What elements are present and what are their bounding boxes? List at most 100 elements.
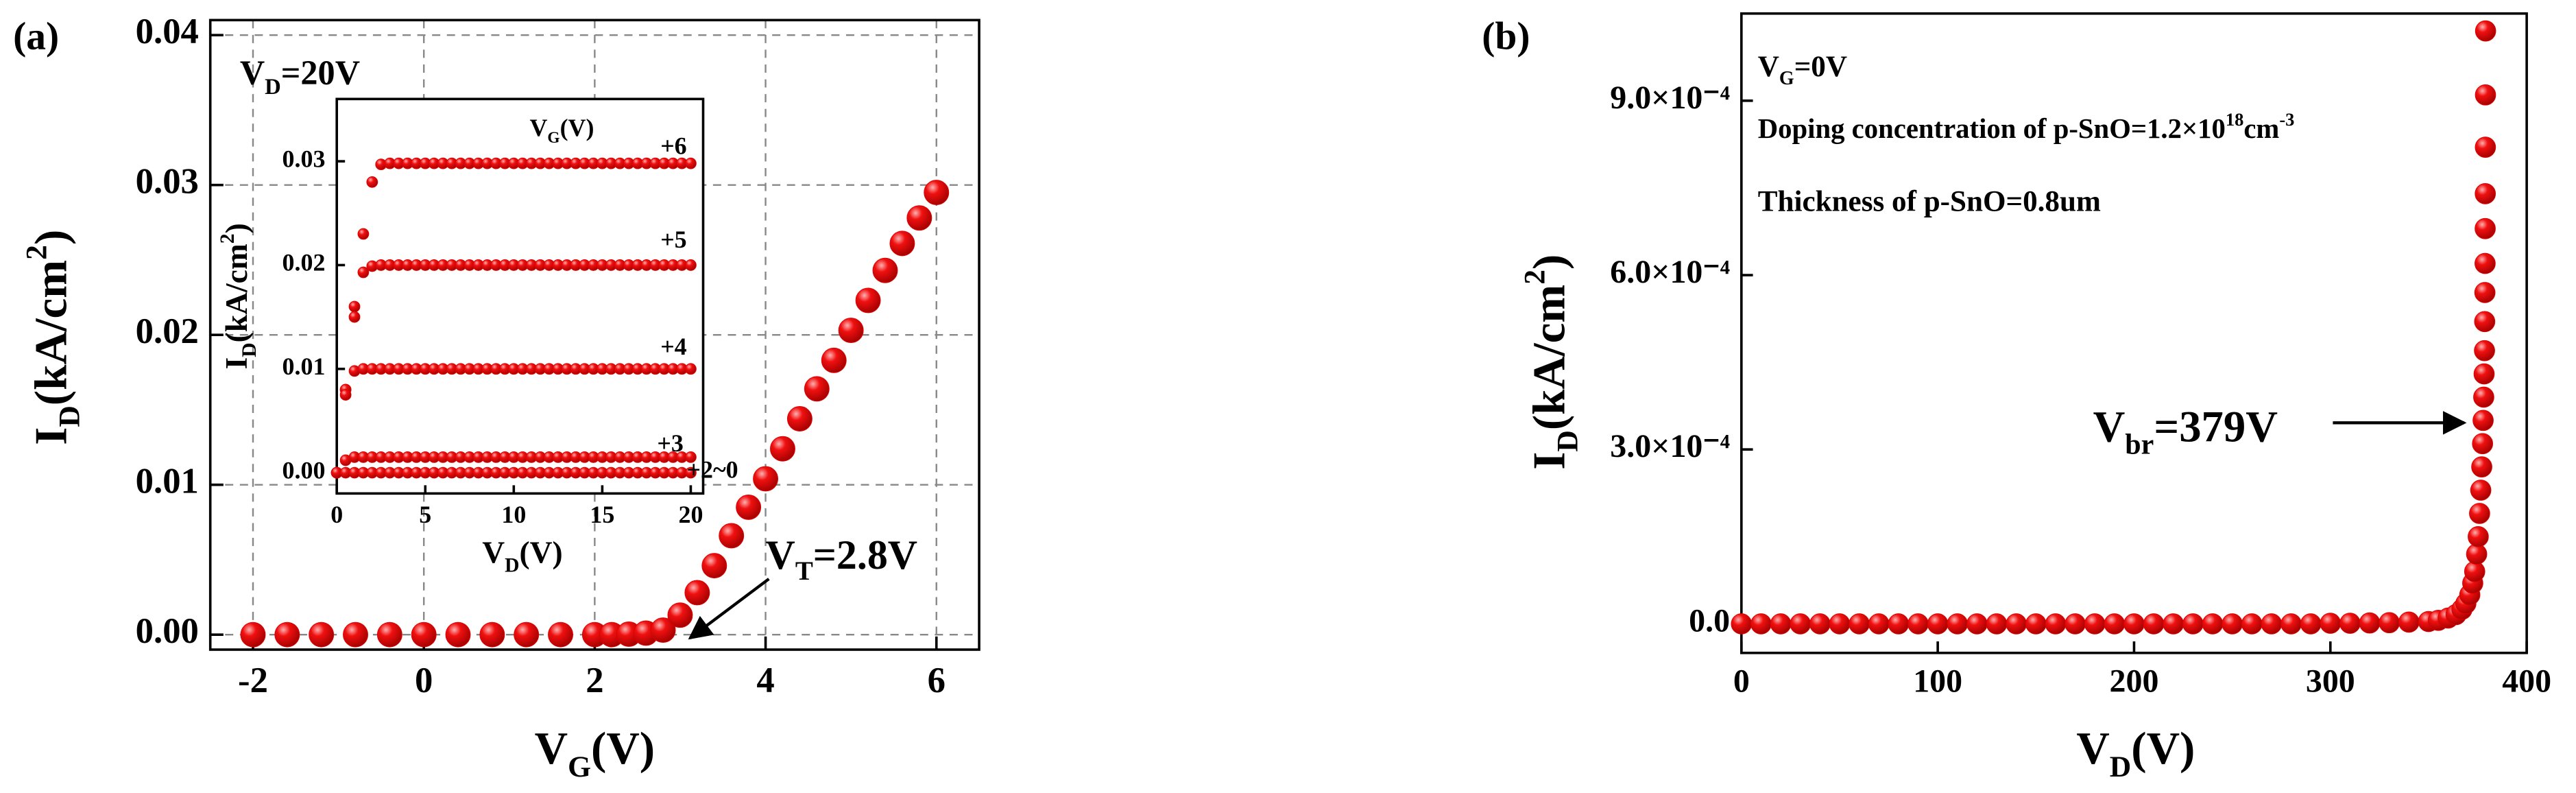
text-part: =379V [2154, 401, 2278, 451]
data-point [1790, 613, 1811, 635]
data-point [2339, 613, 2361, 634]
annotation: Doping concentration of p-SnO=1.2×1018cm… [1758, 109, 2295, 144]
annotation: VD=20V [240, 53, 360, 99]
y-tick-label: 0.00 [136, 611, 199, 651]
data-point [684, 580, 710, 606]
data-point [357, 228, 370, 240]
data-point [514, 622, 540, 648]
text-part: G [547, 129, 559, 147]
data-point [1986, 613, 2008, 635]
data-point [685, 466, 697, 479]
data-point [2163, 613, 2184, 635]
data-point [719, 523, 745, 549]
x-axis-label: VD(V) [482, 535, 562, 576]
y-tick-label: 0.02 [136, 311, 199, 351]
y-tick-label: 0.0 [1689, 602, 1730, 639]
text-part: V [766, 532, 795, 578]
y-axis-label: ID(kA/cm2) [1519, 255, 1585, 470]
data-point [1849, 613, 1870, 635]
y-tick-label: 0.02 [282, 249, 326, 276]
data-point [889, 230, 915, 257]
y-axis-label: ID(kA/cm2) [20, 230, 86, 445]
x-tick-label: 200 [2110, 663, 2159, 699]
data-point [2475, 137, 2496, 158]
y-tick-label: 0.04 [136, 12, 199, 51]
text-part: I [25, 427, 77, 445]
text-part: D [265, 74, 281, 99]
data-point [770, 436, 795, 462]
data-point [2261, 613, 2283, 635]
x-tick-label: 10 [501, 501, 526, 528]
y-tick-label: 0.03 [282, 145, 326, 172]
x-tick-label: 0 [1733, 663, 1750, 699]
data-point [667, 602, 693, 628]
text-part: 18 [2226, 109, 2243, 130]
data-point [2202, 613, 2224, 635]
data-point [2045, 613, 2067, 635]
x-tick-label: 0 [330, 501, 343, 528]
data-point [2475, 20, 2496, 42]
y-tick-label: 0.00 [282, 456, 326, 484]
x-tick-label: 300 [2306, 663, 2355, 699]
legend-title: VG(V) [529, 114, 594, 147]
x-tick-label: 6 [928, 661, 946, 700]
data-point [1829, 613, 1851, 635]
text-part: D [1552, 430, 1585, 451]
x-tick-label: 5 [419, 501, 431, 528]
data-point [821, 347, 847, 373]
data-point [685, 363, 697, 375]
text-part: V [2093, 401, 2126, 451]
text-part: G [1779, 68, 1794, 89]
data-point [240, 622, 266, 648]
annotation: VG=0V [1758, 51, 1847, 89]
data-point [2065, 613, 2086, 635]
data-point [2123, 613, 2145, 635]
text-part: 2 [1519, 270, 1552, 285]
data-point [2025, 613, 2047, 635]
data-point [701, 553, 727, 579]
x-tick-label: 2 [586, 661, 603, 700]
data-point [1947, 613, 1969, 635]
text-part: =20V [281, 53, 360, 91]
data-point [2475, 217, 2496, 239]
data-point [339, 389, 352, 401]
series-label: +4 [660, 333, 686, 360]
series-label: +3 [657, 429, 683, 457]
data-point [1868, 613, 1890, 635]
y-tick-label: 3.0×10⁻⁴ [1610, 428, 1730, 464]
data-point [343, 622, 368, 648]
data-point [411, 622, 437, 648]
data-point [2222, 613, 2243, 635]
data-point [2104, 613, 2126, 635]
text-part: I [1524, 452, 1575, 470]
data-point [650, 617, 676, 643]
data-point [479, 622, 505, 648]
y-axis-label: ID(kA/cm2) [217, 223, 261, 369]
data-point [2398, 611, 2420, 633]
text-part: 2 [217, 233, 239, 244]
text-part: V [240, 53, 265, 91]
text-part: V [1758, 51, 1779, 83]
data-point [366, 176, 378, 188]
data-point [838, 318, 864, 344]
text-part: ) [25, 230, 77, 245]
data-point [548, 622, 573, 648]
data-point [804, 376, 830, 402]
data-point [753, 466, 779, 492]
data-point [855, 287, 881, 313]
text-part: (kA/cm [1524, 285, 1575, 430]
data-point [1809, 613, 1831, 635]
x-tick-label: 400 [2502, 663, 2551, 699]
data-point [274, 622, 300, 648]
data-point [685, 157, 697, 169]
text-part: (V) [519, 535, 562, 570]
data-point [2473, 386, 2494, 408]
data-point [2474, 282, 2496, 303]
data-point [2280, 613, 2302, 635]
text-part: -3 [2279, 109, 2294, 130]
data-point [2469, 503, 2490, 524]
y-tick-label: 0.01 [282, 353, 326, 380]
data-point [2472, 433, 2494, 455]
data-point [2379, 612, 2400, 634]
